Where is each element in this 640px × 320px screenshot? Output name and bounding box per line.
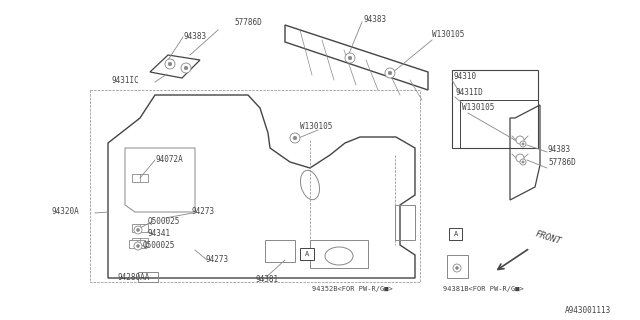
Circle shape (385, 68, 395, 78)
Circle shape (290, 133, 300, 143)
Circle shape (456, 267, 458, 269)
Text: W130105: W130105 (300, 122, 332, 131)
Circle shape (184, 66, 188, 70)
Circle shape (293, 136, 297, 140)
Circle shape (453, 264, 461, 272)
Circle shape (348, 56, 352, 60)
Text: 94310: 94310 (453, 72, 476, 81)
Circle shape (181, 63, 191, 73)
Circle shape (520, 141, 526, 147)
Circle shape (345, 53, 355, 63)
Circle shape (134, 242, 142, 250)
Text: 94383: 94383 (548, 145, 571, 154)
Text: 94273: 94273 (205, 255, 228, 264)
Circle shape (522, 143, 524, 145)
Text: 94383: 94383 (363, 15, 386, 24)
Polygon shape (449, 228, 462, 240)
Text: 9431IC: 9431IC (112, 76, 140, 85)
Text: 94381B<FOR PW-R/G■>: 94381B<FOR PW-R/G■> (443, 286, 524, 292)
Text: 94320A: 94320A (52, 207, 80, 216)
Text: A: A (453, 231, 458, 237)
Text: Q500025: Q500025 (143, 241, 175, 250)
Circle shape (165, 59, 175, 69)
Text: 94072A: 94072A (155, 155, 183, 164)
Text: Q500025: Q500025 (148, 217, 180, 226)
Polygon shape (132, 174, 148, 182)
Text: A943001113: A943001113 (565, 306, 611, 315)
Text: 94383: 94383 (183, 32, 206, 41)
Polygon shape (132, 224, 148, 232)
Text: 94341: 94341 (148, 229, 171, 238)
Text: A: A (305, 251, 309, 257)
Text: 57786D: 57786D (234, 18, 262, 27)
Text: 57786D: 57786D (548, 158, 576, 167)
Circle shape (388, 71, 392, 75)
Circle shape (134, 226, 142, 234)
Circle shape (522, 161, 524, 163)
Polygon shape (129, 240, 145, 248)
Circle shape (516, 136, 524, 144)
Circle shape (136, 228, 140, 231)
Text: W130105: W130105 (462, 103, 494, 112)
Text: W130105: W130105 (432, 30, 465, 39)
Text: 94280AA: 94280AA (118, 273, 150, 282)
Circle shape (136, 244, 140, 247)
Polygon shape (132, 238, 148, 246)
Text: 94381: 94381 (255, 275, 278, 284)
Circle shape (520, 159, 526, 165)
Polygon shape (300, 248, 314, 260)
Text: FRONT: FRONT (534, 229, 563, 246)
Circle shape (168, 62, 172, 66)
Text: 94273: 94273 (192, 207, 215, 216)
Text: 9431ID: 9431ID (455, 88, 483, 97)
Circle shape (516, 154, 524, 162)
Text: 94352B<FOR PW-R/G■>: 94352B<FOR PW-R/G■> (312, 286, 393, 292)
